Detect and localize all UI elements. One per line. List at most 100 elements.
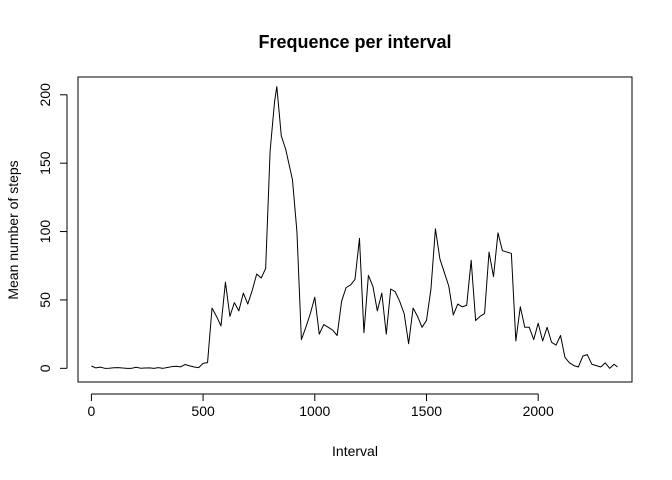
data-point bbox=[511, 253, 512, 254]
data-point bbox=[372, 286, 373, 287]
data-point bbox=[520, 306, 521, 307]
y-tick-label: 0 bbox=[37, 364, 53, 372]
data-point bbox=[439, 258, 440, 259]
data-point bbox=[448, 286, 449, 287]
data-point bbox=[457, 303, 458, 304]
data-point bbox=[600, 366, 601, 367]
data-point bbox=[247, 303, 248, 304]
data-point bbox=[533, 339, 534, 340]
x-axis-label: Interval bbox=[332, 443, 378, 459]
data-point bbox=[171, 366, 172, 367]
data-point bbox=[118, 367, 119, 368]
data-point bbox=[479, 316, 480, 317]
data-point bbox=[207, 362, 208, 363]
data-point bbox=[453, 314, 454, 315]
data-point bbox=[234, 302, 235, 303]
data-point bbox=[301, 339, 302, 340]
data-point bbox=[412, 308, 413, 309]
x-tick-label: 1000 bbox=[299, 403, 330, 419]
data-point bbox=[368, 275, 369, 276]
data-point bbox=[140, 368, 141, 369]
data-point bbox=[261, 277, 262, 278]
data-point bbox=[551, 342, 552, 343]
data-point bbox=[560, 335, 561, 336]
data-point bbox=[435, 228, 436, 229]
data-point bbox=[323, 324, 324, 325]
data-point bbox=[421, 327, 422, 328]
data-point bbox=[276, 86, 277, 87]
data-point bbox=[564, 357, 565, 358]
data-point bbox=[238, 310, 239, 311]
data-point bbox=[91, 365, 92, 366]
y-axis-label: Mean number of steps bbox=[5, 160, 21, 299]
data-point bbox=[122, 367, 123, 368]
data-point bbox=[225, 282, 226, 283]
data-point bbox=[529, 327, 530, 328]
data-point bbox=[417, 316, 418, 317]
data-point bbox=[395, 291, 396, 292]
x-axis: 0 500 1000 1500 2000 bbox=[88, 393, 554, 419]
data-point bbox=[609, 368, 610, 369]
data-point bbox=[493, 276, 494, 277]
data-point bbox=[524, 327, 525, 328]
data-point bbox=[328, 327, 329, 328]
data-point bbox=[484, 313, 485, 314]
data-point bbox=[390, 288, 391, 289]
data-point bbox=[573, 365, 574, 366]
series-line bbox=[91, 86, 618, 369]
data-point bbox=[547, 327, 548, 328]
data-point bbox=[506, 251, 507, 252]
data-point bbox=[109, 368, 110, 369]
data-point bbox=[408, 343, 409, 344]
data-point bbox=[605, 362, 606, 363]
data-point bbox=[386, 334, 387, 335]
plot-frame bbox=[77, 76, 633, 383]
data-point bbox=[538, 323, 539, 324]
series-group bbox=[91, 86, 618, 369]
data-point bbox=[582, 355, 583, 356]
data-point bbox=[265, 268, 266, 269]
data-point bbox=[475, 320, 476, 321]
data-point bbox=[350, 284, 351, 285]
x-tick-label: 500 bbox=[191, 403, 215, 419]
data-point bbox=[617, 366, 618, 367]
data-point bbox=[319, 334, 320, 335]
y-tick-label: 50 bbox=[37, 292, 53, 308]
data-point bbox=[515, 340, 516, 341]
data-point bbox=[162, 368, 163, 369]
data-point bbox=[292, 179, 293, 180]
data-point bbox=[113, 367, 114, 368]
data-point bbox=[256, 273, 257, 274]
data-point bbox=[281, 135, 282, 136]
y-tick-label: 100 bbox=[37, 220, 53, 244]
y-tick-label: 150 bbox=[37, 151, 53, 175]
data-point bbox=[502, 250, 503, 251]
data-point bbox=[466, 305, 467, 306]
data-point bbox=[229, 316, 230, 317]
data-point bbox=[399, 301, 400, 302]
data-point bbox=[596, 365, 597, 366]
data-point bbox=[426, 320, 427, 321]
data-point bbox=[180, 366, 181, 367]
chart-title: Frequence per interval bbox=[258, 32, 451, 52]
data-point bbox=[194, 366, 195, 367]
x-tick-label: 2000 bbox=[523, 403, 554, 419]
data-point bbox=[176, 366, 177, 367]
data-point bbox=[104, 368, 105, 369]
data-point bbox=[185, 364, 186, 365]
data-point bbox=[614, 364, 615, 365]
data-point bbox=[354, 279, 355, 280]
x-tick-label: 1500 bbox=[411, 403, 442, 419]
data-point bbox=[285, 149, 286, 150]
data-point bbox=[332, 329, 333, 330]
x-tick-label: 0 bbox=[88, 403, 96, 419]
data-point bbox=[189, 365, 190, 366]
data-point bbox=[100, 366, 101, 367]
data-point bbox=[314, 297, 315, 298]
data-point bbox=[216, 316, 217, 317]
data-point bbox=[296, 231, 297, 232]
data-point bbox=[377, 310, 378, 311]
data-point bbox=[359, 238, 360, 239]
y-axis: 0 50 100 150 200 bbox=[37, 83, 68, 372]
